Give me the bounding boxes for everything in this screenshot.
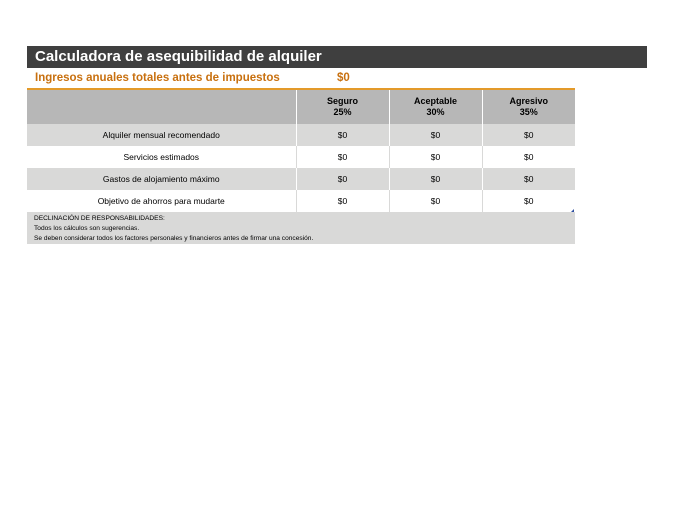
value-cell[interactable]: $0: [295, 146, 389, 168]
disclaimer-line: Se deben considerar todos los factores p…: [34, 235, 314, 242]
value-cell[interactable]: $0: [295, 168, 389, 190]
column-header-aggressive: Agresivo 35%: [481, 90, 575, 124]
row-label: Objetivo de ahorros para mudarte: [27, 190, 296, 212]
column-header-acceptable: Aceptable 30%: [388, 90, 482, 124]
value-cell[interactable]: $0: [481, 168, 575, 190]
column-name: Aceptable: [413, 96, 457, 106]
column-name: Agresivo: [509, 96, 548, 106]
disclaimer-line: Todos los cálculos son sugerencias.: [34, 225, 140, 232]
column-percent: 35%: [519, 107, 538, 117]
rent-calculator-sheet: Calculadora de asequibilidad de alquiler…: [27, 46, 647, 244]
value-cell[interactable]: $0: [388, 146, 482, 168]
table-header-row: Seguro 25% Aceptable 30% Agresivo 35%: [27, 90, 575, 124]
table-row: Objetivo de ahorros para mudarte $0 $0 $…: [27, 190, 575, 212]
value-cell[interactable]: $0: [295, 124, 389, 146]
column-percent: 30%: [426, 107, 445, 117]
column-header-safe: Seguro 25%: [295, 90, 389, 124]
disclaimer-box: DECLINACIÓN DE RESPONSABILIDADES: Todos …: [27, 209, 575, 244]
value-cell[interactable]: $0: [388, 124, 482, 146]
affordability-table: Seguro 25% Aceptable 30% Agresivo 35% Al…: [27, 90, 575, 212]
value-cell[interactable]: $0: [481, 146, 575, 168]
income-row: Ingresos anuales totales antes de impues…: [27, 68, 575, 90]
row-label: Alquiler mensual recomendado: [27, 124, 296, 146]
row-label: Gastos de alojamiento máximo: [27, 168, 296, 190]
sheet-title: Calculadora de asequibilidad de alquiler: [27, 46, 647, 68]
value-cell[interactable]: $0: [388, 168, 482, 190]
income-value-cell[interactable]: $0: [337, 72, 350, 84]
value-cell[interactable]: $0: [295, 190, 389, 212]
column-percent: 25%: [333, 107, 352, 117]
table-row: Alquiler mensual recomendado $0 $0 $0: [27, 124, 575, 146]
value-cell[interactable]: $0: [388, 190, 482, 212]
column-name: Seguro: [326, 96, 358, 106]
cell-comment-marker: [571, 209, 574, 212]
value-cell[interactable]: $0: [481, 190, 575, 212]
table-row: Servicios estimados $0 $0 $0: [27, 146, 575, 168]
header-blank-cell: [27, 90, 296, 124]
disclaimer-heading: DECLINACIÓN DE RESPONSABILIDADES:: [34, 215, 165, 222]
income-label: Ingresos anuales totales antes de impues…: [35, 72, 280, 84]
row-label: Servicios estimados: [27, 146, 296, 168]
value-cell[interactable]: $0: [481, 124, 575, 146]
table-row: Gastos de alojamiento máximo $0 $0 $0: [27, 168, 575, 190]
